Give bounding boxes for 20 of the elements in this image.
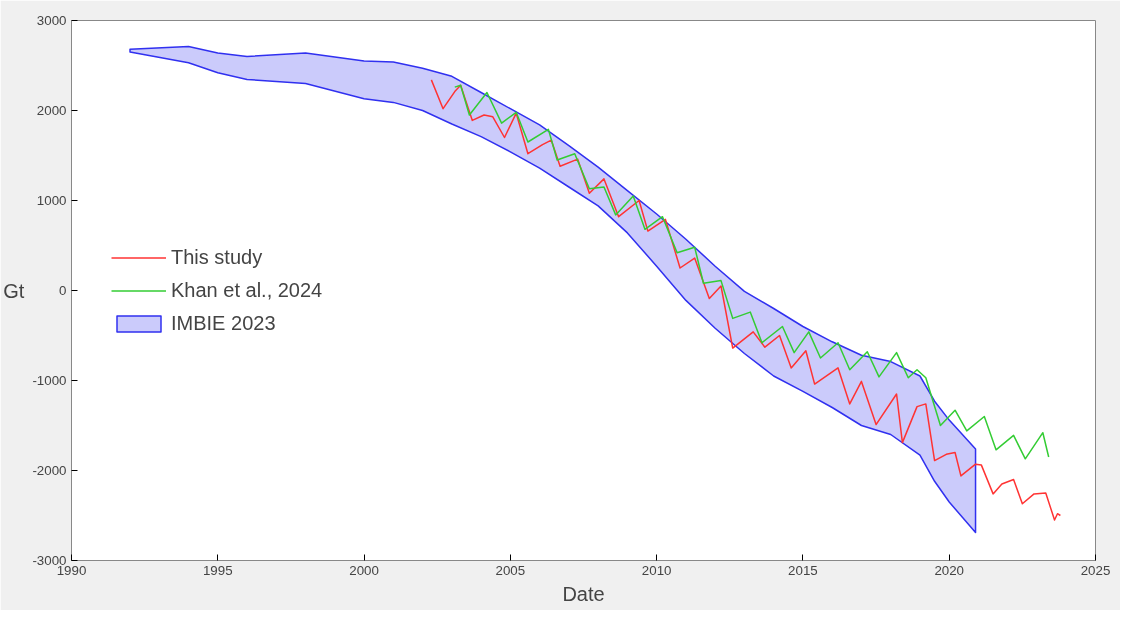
x-tick-label: 2005: [495, 562, 526, 578]
x-tick-label: 2025: [1080, 562, 1111, 578]
y-tick-label: 2000: [36, 103, 67, 118]
x-tick-label: 1995: [202, 562, 233, 578]
x-tick-label: 2010: [641, 562, 672, 578]
y-tick-label: 0: [59, 283, 67, 298]
line-series: [454, 84, 1050, 460]
y-tick-label: -1000: [32, 373, 67, 388]
line-series: [430, 79, 1062, 521]
x-tick-label: 2020: [934, 562, 965, 578]
x-tick-label: 2000: [349, 562, 379, 578]
x-axis-title: Date: [562, 582, 605, 605]
y-axis-title: Gt: [3, 279, 25, 302]
legend-label: This study: [171, 245, 263, 269]
y-tick-label: 1000: [36, 193, 67, 208]
legend-label: Khan et al., 2024: [171, 278, 323, 302]
y-tick-label: 3000: [36, 13, 67, 28]
legend-label: IMBIE 2023: [171, 311, 276, 335]
x-tick-label: 2015: [788, 562, 818, 578]
y-tick-label: -2000: [32, 463, 67, 478]
